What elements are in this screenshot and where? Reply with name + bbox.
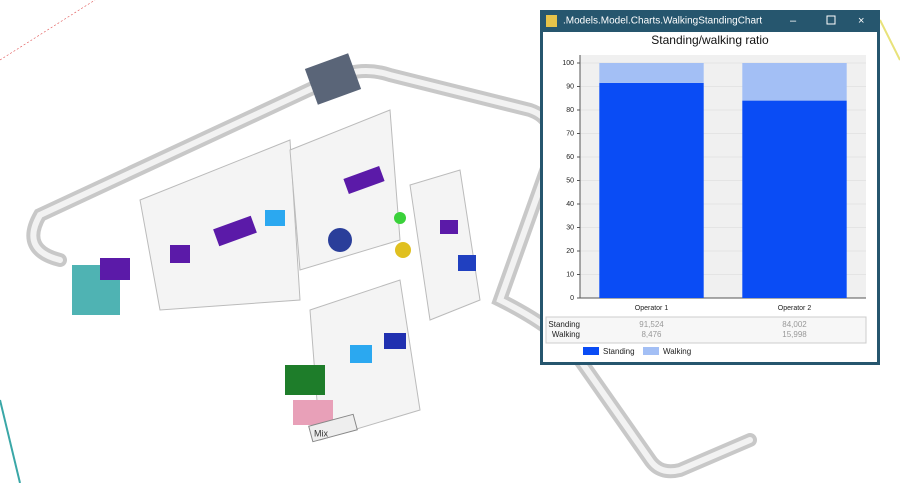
table-row-label: Standing [548,320,580,329]
box [458,255,476,271]
box [350,345,372,363]
station [139,139,301,311]
bar-segment [599,82,704,298]
y-tick-label: 50 [566,177,574,184]
maximize-button[interactable] [826,15,836,25]
dropdown-label: Mix [314,428,328,438]
dropdown[interactable] [308,413,358,443]
window-icon [546,15,557,27]
box [440,220,458,234]
x-tick-label: Operator 1 [635,305,669,312]
station [409,169,481,321]
box [343,165,385,195]
chart-title: Standing/walking ratio [651,33,769,47]
axis-line [0,0,96,61]
y-tick-label: 40 [566,201,574,208]
station [289,109,401,271]
box [213,215,257,247]
legend-swatch [643,347,659,355]
axis-line [879,19,900,61]
chart: 0 10 20 30 40 50 60 70 80 90 100 Operator 1 91,5248,… [548,55,866,356]
y-tick-label: 80 [566,107,574,114]
y-tick-label: 100 [562,60,574,67]
y-tick-label: 70 [566,130,574,137]
box [293,400,333,425]
bar-segment [599,63,704,83]
box [384,333,406,349]
cart [304,53,362,105]
table-value: 91,524 [639,320,664,329]
operator [395,242,411,258]
y-tick-label: 30 [566,224,574,231]
y-tick-label: 60 [566,154,574,161]
box [265,210,285,226]
legend-swatch [583,347,599,355]
y-tick-label: 10 [566,271,574,278]
table-value: 8,476 [641,330,662,339]
close-button[interactable]: × [858,15,864,27]
legend-label: Standing [603,347,635,356]
box [170,245,190,263]
table-row-label: Walking [552,330,580,339]
table-value: 15,998 [782,330,807,339]
y-tick-label: 90 [566,83,574,90]
box [100,258,130,280]
axis-line [0,399,21,483]
y-tick-label: 0 [570,295,574,302]
box [285,365,325,395]
x-tick-label: Operator 2 [778,305,812,312]
legend-label: Walking [663,347,691,356]
marker [394,212,406,224]
bar-segment [742,63,847,101]
bar-segment [742,100,847,298]
operator [328,228,352,252]
window-title: .Models.Model.Charts.WalkingStandingChar… [563,16,762,27]
table-value: 84,002 [782,320,807,329]
y-tick-label: 20 [566,248,574,255]
minimize-button[interactable]: – [790,15,797,27]
data-table [545,316,867,344]
